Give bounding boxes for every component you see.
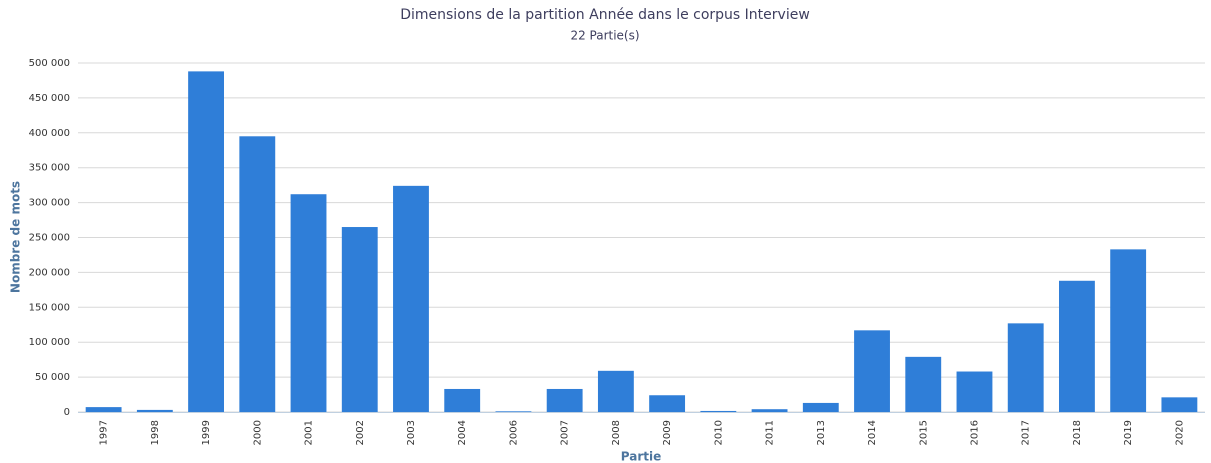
x-tick-label: 2014 (867, 420, 878, 445)
bar (444, 388, 481, 412)
bar (854, 330, 890, 412)
bar (393, 185, 429, 412)
y-tick-label: 200 000 (29, 267, 70, 278)
chart-title: Dimensions de la partition Année dans le… (400, 7, 810, 23)
x-tick-label: 2011 (765, 420, 776, 445)
x-tick-label: 2007 (560, 420, 571, 445)
x-tick-label: 2000 (252, 420, 263, 445)
x-tick-label: 2016 (969, 420, 980, 445)
bar (1161, 397, 1198, 412)
y-tick-label: 150 000 (29, 302, 70, 313)
bar (136, 409, 173, 412)
x-tick-label: 2002 (355, 420, 366, 445)
x-tick-label: 1998 (150, 420, 161, 445)
x-tick-label: 2001 (304, 420, 315, 445)
x-tick-label: 2015 (918, 420, 929, 445)
y-tick-label: 350 000 (29, 163, 70, 174)
y-tick-label: 400 000 (29, 128, 70, 139)
y-tick-label: 300 000 (29, 198, 70, 209)
y-tick-label: 50 000 (35, 372, 70, 383)
x-tick-label: 2017 (1021, 420, 1032, 445)
x-tick-label: 2020 (1174, 420, 1185, 445)
y-axis-title: Nombre de mots (9, 181, 23, 293)
bar (700, 410, 737, 412)
x-tick-label: 2019 (1123, 420, 1134, 445)
x-tick-label: 2009 (662, 420, 673, 445)
y-tick-label: 0 (64, 407, 70, 418)
y-tick-label: 500 000 (29, 58, 70, 69)
bar (239, 136, 276, 413)
y-tick-label: 450 000 (29, 93, 70, 104)
x-axis-title: Partie (621, 450, 661, 463)
x-tick-label: 2004 (457, 420, 468, 445)
x-tick-label: 1999 (201, 420, 212, 445)
bar (649, 395, 686, 412)
bar (495, 411, 532, 412)
bar (341, 227, 378, 412)
chart-subtitle: 22 Partie(s) (570, 29, 639, 43)
bar (1059, 280, 1095, 412)
bar (188, 71, 224, 412)
bar (802, 402, 839, 412)
y-tick-label: 100 000 (29, 337, 70, 348)
bar (956, 371, 993, 412)
bar (597, 370, 634, 412)
x-tick-label: 1997 (99, 420, 110, 445)
x-tick-label: 2018 (1072, 420, 1083, 445)
x-tick-label: 2003 (406, 420, 417, 445)
bar (905, 356, 942, 412)
x-tick-label: 2010 (713, 420, 724, 445)
bar (1007, 323, 1044, 412)
x-tick-label: 2006 (508, 420, 519, 445)
bar (85, 407, 122, 412)
y-tick-label: 250 000 (29, 233, 70, 244)
bar (1110, 249, 1147, 412)
x-tick-label: 2013 (816, 420, 827, 445)
x-tick-label: 2008 (611, 420, 622, 445)
bar (751, 409, 788, 412)
bar (290, 194, 327, 412)
bar (546, 388, 583, 412)
